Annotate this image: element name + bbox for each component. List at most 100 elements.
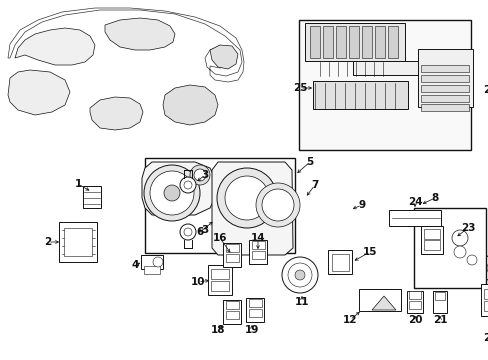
Bar bbox=[423, 240, 439, 250]
Bar bbox=[251, 251, 264, 259]
Text: 18: 18 bbox=[210, 325, 225, 335]
Polygon shape bbox=[8, 8, 244, 82]
Circle shape bbox=[294, 270, 305, 280]
Text: 19: 19 bbox=[244, 325, 259, 335]
Bar bbox=[413, 208, 485, 288]
Bar bbox=[210, 269, 228, 279]
Text: 15: 15 bbox=[362, 247, 376, 257]
Text: 8: 8 bbox=[430, 193, 438, 203]
Bar bbox=[323, 26, 332, 58]
Circle shape bbox=[180, 224, 196, 240]
Text: 3: 3 bbox=[201, 170, 208, 180]
Text: 2: 2 bbox=[44, 237, 52, 247]
Circle shape bbox=[224, 176, 268, 220]
Bar bbox=[59, 222, 97, 262]
Bar bbox=[223, 243, 241, 267]
Circle shape bbox=[180, 177, 196, 193]
Bar bbox=[312, 81, 407, 109]
Bar bbox=[361, 26, 371, 58]
Bar bbox=[210, 281, 228, 291]
Text: 22: 22 bbox=[482, 333, 488, 343]
Text: 28: 28 bbox=[482, 85, 488, 95]
Text: 21: 21 bbox=[432, 315, 447, 325]
Bar bbox=[298, 20, 470, 150]
Bar bbox=[432, 291, 446, 313]
Bar bbox=[483, 289, 488, 299]
Text: 4: 4 bbox=[131, 260, 139, 270]
Bar bbox=[348, 26, 358, 58]
Text: 12: 12 bbox=[342, 315, 357, 325]
Circle shape bbox=[190, 165, 209, 185]
Polygon shape bbox=[15, 28, 95, 65]
Text: 23: 23 bbox=[460, 223, 474, 233]
Bar bbox=[309, 26, 319, 58]
Bar bbox=[143, 266, 160, 274]
Text: 10: 10 bbox=[190, 277, 205, 287]
Bar bbox=[251, 241, 264, 249]
Bar bbox=[225, 244, 238, 252]
Polygon shape bbox=[105, 18, 175, 50]
Circle shape bbox=[150, 171, 194, 215]
Bar bbox=[406, 291, 422, 313]
Circle shape bbox=[256, 183, 299, 227]
Circle shape bbox=[217, 168, 276, 228]
Bar bbox=[225, 311, 238, 319]
Text: 5: 5 bbox=[306, 157, 313, 167]
Bar bbox=[305, 23, 404, 61]
Circle shape bbox=[183, 228, 192, 236]
Text: 9: 9 bbox=[358, 200, 365, 210]
Text: 6: 6 bbox=[196, 227, 203, 237]
Circle shape bbox=[194, 169, 205, 181]
Circle shape bbox=[287, 263, 311, 287]
Bar bbox=[408, 301, 420, 309]
Polygon shape bbox=[8, 70, 70, 115]
Bar bbox=[420, 64, 468, 72]
Text: 20: 20 bbox=[407, 315, 421, 325]
Circle shape bbox=[183, 181, 192, 189]
Circle shape bbox=[486, 260, 488, 276]
Circle shape bbox=[480, 254, 488, 282]
Bar bbox=[420, 75, 468, 81]
Bar bbox=[83, 186, 101, 208]
Bar bbox=[223, 300, 241, 324]
Bar bbox=[374, 26, 384, 58]
Bar bbox=[225, 254, 238, 262]
Bar bbox=[358, 289, 400, 311]
Polygon shape bbox=[212, 162, 292, 255]
Bar bbox=[420, 104, 468, 112]
Bar bbox=[352, 61, 422, 75]
Bar bbox=[417, 49, 471, 107]
Bar bbox=[480, 284, 488, 316]
Bar bbox=[388, 210, 440, 226]
Bar bbox=[423, 229, 439, 239]
Bar bbox=[335, 26, 346, 58]
Bar bbox=[225, 301, 238, 309]
Text: 25: 25 bbox=[292, 83, 306, 93]
Bar bbox=[420, 226, 442, 254]
Bar bbox=[248, 309, 261, 317]
Polygon shape bbox=[209, 45, 238, 69]
Bar bbox=[248, 299, 261, 307]
Bar bbox=[420, 94, 468, 102]
Bar bbox=[64, 228, 92, 256]
Polygon shape bbox=[90, 97, 142, 130]
Text: 11: 11 bbox=[294, 297, 308, 307]
Circle shape bbox=[262, 189, 293, 221]
Bar bbox=[327, 250, 351, 274]
Circle shape bbox=[282, 257, 317, 293]
Circle shape bbox=[143, 165, 200, 221]
Polygon shape bbox=[142, 162, 215, 215]
Bar bbox=[248, 240, 266, 264]
Bar bbox=[420, 85, 468, 91]
Text: 7: 7 bbox=[311, 180, 318, 190]
Circle shape bbox=[453, 246, 465, 258]
Circle shape bbox=[153, 257, 163, 267]
Circle shape bbox=[163, 185, 180, 201]
Bar bbox=[408, 291, 420, 299]
Bar bbox=[331, 253, 348, 270]
Text: 16: 16 bbox=[212, 233, 227, 243]
Circle shape bbox=[466, 255, 476, 265]
Text: 14: 14 bbox=[250, 233, 265, 243]
Text: 1: 1 bbox=[74, 179, 81, 189]
Text: 24: 24 bbox=[407, 197, 422, 207]
